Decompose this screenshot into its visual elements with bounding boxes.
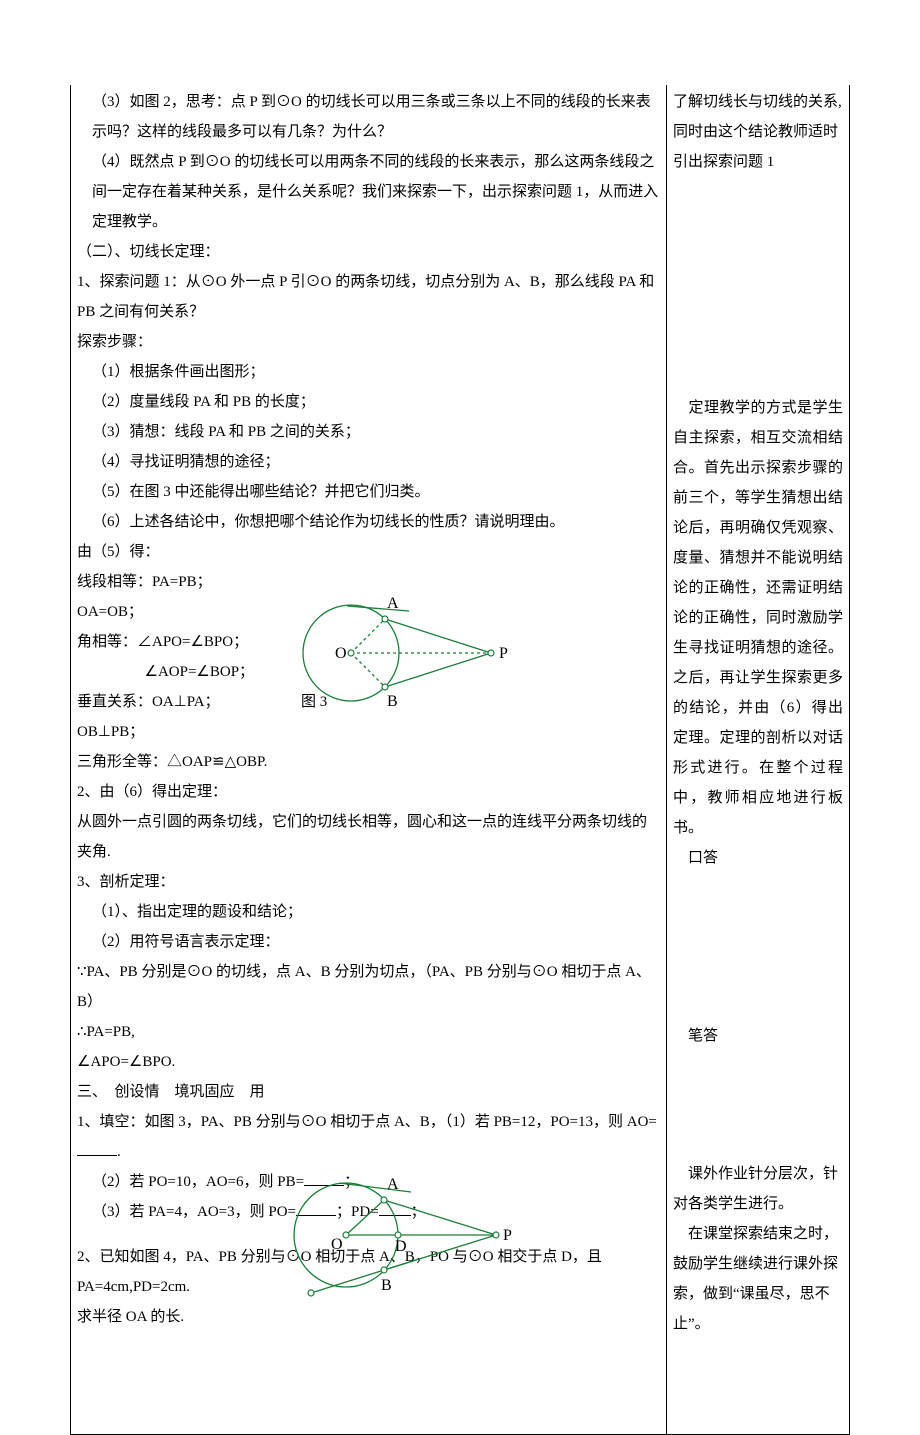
analyze-h: 3、剖析定理： xyxy=(77,867,660,897)
fig4-tan-b xyxy=(311,1260,416,1293)
fig4-lbl-d: D xyxy=(395,1238,407,1255)
para-4: （4）既然点 P 到⊙O 的切线长可以用两条不同的线段的长来表示，那么这两条线段… xyxy=(77,147,660,237)
fig4-lbl-a: A xyxy=(387,1176,399,1193)
step-4: （4）寻找证明猜想的途径； xyxy=(77,447,660,477)
fig4-lbl-b: B xyxy=(381,1277,392,1294)
heading-2: （二）、切线长定理： xyxy=(77,237,660,267)
r3: 口答 xyxy=(673,843,843,873)
r-gap2 xyxy=(673,873,843,1021)
bottom-spacer xyxy=(77,1332,660,1432)
sym3: ∠APO=∠BPO. xyxy=(77,1047,660,1077)
figure-3: O A B P 图 3 xyxy=(291,578,521,739)
step-3: （3）猜想：线段 PA 和 PB 之间的关系； xyxy=(77,417,660,447)
ex1c-text: （3）若 PA=4，AO=3，则 PO= xyxy=(92,1204,296,1220)
step-5: （5）在图 3 中还能得出哪些结论？并把它们归类。 xyxy=(77,477,660,507)
section-3: 三、 创设情 境巩固应 用 xyxy=(77,1077,660,1107)
fig3-pa xyxy=(385,619,491,653)
r-gap1 xyxy=(673,177,843,393)
steps-heading: 探索步骤： xyxy=(77,327,660,357)
fig3-pt-o xyxy=(348,650,354,656)
ex1b-text: （2）若 PO=10，AO=6，则 PB= xyxy=(92,1174,304,1190)
fig3-pt-b xyxy=(382,684,388,690)
an2: （2）用符号语言表示定理： xyxy=(77,927,660,957)
fig4-svg: O A B D P xyxy=(281,1157,531,1312)
line-eq7: 三角形全等：△OAP≌△OBP. xyxy=(77,747,660,777)
fig3-oa xyxy=(351,619,385,653)
fig4-pa xyxy=(384,1200,496,1235)
fig3-pt-a xyxy=(382,616,388,622)
ex1a-end: . xyxy=(117,1144,121,1160)
fig4-oa xyxy=(346,1200,384,1235)
two-col-table: （3）如图 2，思考：点 P 到⊙O 的切线长可以用三条或三条以上不同的线段的长… xyxy=(70,85,850,1435)
figure-4: O A B D P xyxy=(281,1157,531,1323)
fig3-svg: O A B P 图 3 xyxy=(291,578,521,728)
fig3-lbl-p: P xyxy=(499,645,508,662)
r5: 课外作业针分层次，针对各类学生进行。 xyxy=(673,1159,843,1219)
by6: 2、由（6）得出定理： xyxy=(77,777,660,807)
fig3-pt-p xyxy=(488,650,494,656)
fig3-tan-a xyxy=(347,606,409,611)
fig3-tan-b xyxy=(347,695,409,700)
fig3-pb xyxy=(385,653,491,687)
fig4-pt-a xyxy=(381,1197,387,1203)
fig3-ob xyxy=(351,653,385,687)
r1: 了解切线长与切线的关系,同时由这个结论教师适时引出探索问题 1 xyxy=(673,87,843,177)
fig3-lbl-b: B xyxy=(387,693,398,710)
fig3-lbl-o: O xyxy=(335,645,347,662)
q1: 1、探索问题 1：从⊙O 外一点 P 引⊙O 的两条切线，切点分别为 A、B，那… xyxy=(77,267,660,327)
sym1: ∵PA、PB 分别是⊙O 的切线，点 A、B 分别为切点，（PA、PB 分别与⊙… xyxy=(77,957,660,1017)
blank-1 xyxy=(77,1141,117,1156)
right-column: 了解切线长与切线的关系,同时由这个结论教师适时引出探索问题 1 定理教学的方式是… xyxy=(667,85,849,1434)
sym2: ∴PA=PB, xyxy=(77,1017,660,1047)
theorem: 从圆外一点引圆的两条切线，它们的切线长相等，圆心和这一点的连线平分两条切线的夹角… xyxy=(77,807,660,867)
para-3: （3）如图 2，思考：点 P 到⊙O 的切线长可以用三条或三条以上不同的线段的长… xyxy=(77,87,660,147)
page: （3）如图 2，思考：点 P 到⊙O 的切线长可以用三条或三条以上不同的线段的长… xyxy=(0,85,920,1435)
r4: 笔答 xyxy=(673,1021,843,1051)
r-gap3 xyxy=(673,1051,843,1159)
fig4-tan-a xyxy=(339,1183,411,1192)
step-6: （6）上述各结论中，你想把哪个结论作为切线长的性质？请说明理由。 xyxy=(77,507,660,537)
step-1: （1）根据条件画出图形； xyxy=(77,357,660,387)
fig3-lbl-a: A xyxy=(387,595,399,612)
fig4-pt-ext xyxy=(308,1290,314,1296)
an1: （1）、指出定理的题设和结论； xyxy=(77,897,660,927)
r6: 在课堂探索结束之时，鼓励学生继续进行课外探索，做到“课虽尽，思不止”。 xyxy=(673,1219,843,1339)
fig4-pt-b xyxy=(381,1267,387,1273)
left-column: （3）如图 2，思考：点 P 到⊙O 的切线长可以用三条或三条以上不同的线段的长… xyxy=(71,85,667,1434)
by5: 由（5）得： xyxy=(77,537,660,567)
ex1a-text: 1、填空：如图 3，PA、PB 分别与⊙O 相切于点 A、B，（1）若 PB=1… xyxy=(77,1114,657,1130)
r2: 定理教学的方式是学生自主探索，相互交流相结合。首先出示探索步骤的前三个，等学生猜… xyxy=(673,393,843,843)
fig4-lbl-o: O xyxy=(331,1236,343,1253)
fig4-pt-o xyxy=(343,1232,349,1238)
step-2: （2）度量线段 PA 和 PB 的长度； xyxy=(77,387,660,417)
fig4-pt-p xyxy=(493,1232,499,1238)
fig3-caption: 图 3 xyxy=(301,693,327,710)
fig4-lbl-p: P xyxy=(503,1227,512,1244)
